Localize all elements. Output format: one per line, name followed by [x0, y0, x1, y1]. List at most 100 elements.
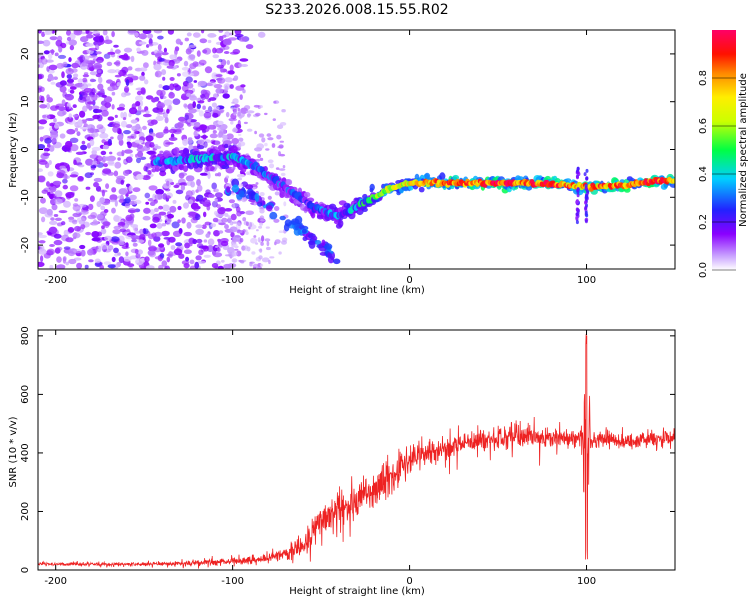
- spectrogram-noise-cell: [38, 119, 48, 125]
- spectrogram-noise-cell: [168, 92, 175, 99]
- y-tick-label: -20: [20, 237, 31, 253]
- spectrogram-noise-cell: [38, 245, 41, 250]
- spectrogram-noise-cell: [70, 144, 79, 152]
- spectrogram-noise-cell: [234, 30, 242, 35]
- spectrogram-noise-cell: [49, 182, 54, 187]
- spectrogram-noise-cell: [212, 54, 220, 59]
- spectrogram-noise-cell: [266, 241, 270, 247]
- spectrogram-noise-cell: [38, 30, 42, 34]
- spectrogram-noise-cell: [224, 224, 229, 230]
- spectrogram-noise-cell: [136, 47, 141, 52]
- spectrogram-noise-cell: [43, 50, 50, 55]
- spectrogram-noise-cell: [38, 159, 46, 162]
- spectrogram-ridge-cell: [178, 164, 185, 171]
- spectrogram-noise-cell: [132, 224, 139, 232]
- spectrogram-noise-cell: [137, 249, 143, 255]
- spectrogram-noise-cell: [99, 189, 108, 193]
- spectrogram-noise-cell: [44, 137, 52, 144]
- spectrogram-noise-cell: [257, 153, 261, 159]
- spectrogram-noise-cell: [216, 244, 223, 248]
- spectrogram-noise-cell: [81, 61, 87, 67]
- spectrogram-noise-cell: [113, 247, 119, 254]
- spectrogram-x-label: Height of straight line (km): [289, 285, 425, 296]
- spectrogram-noise-cell: [224, 254, 231, 257]
- spectrogram-noise-cell: [238, 183, 244, 188]
- spectrogram-noise-cell: [168, 236, 176, 243]
- spectrogram-noise-cell: [218, 58, 223, 63]
- spectrogram-noise-cell: [197, 260, 206, 264]
- spectrogram-noise-cell: [277, 146, 284, 149]
- spectrogram-noise-cell: [151, 97, 157, 103]
- spectrogram-noise-cell: [77, 176, 84, 181]
- spectrogram-noise-cell: [57, 54, 67, 59]
- spectrogram-noise-cell: [48, 226, 58, 234]
- spectrogram-noise-cell: [139, 67, 148, 72]
- spectrogram-noise-cell: [137, 150, 144, 158]
- spectrogram-noise-cell: [88, 54, 98, 59]
- spectrogram-noise-cell: [102, 30, 108, 36]
- spectrogram-noise-cell: [144, 79, 149, 85]
- spectrogram-noise-cell: [145, 166, 149, 173]
- spectrogram-noise-cell: [40, 255, 44, 263]
- spectrogram-noise-cell: [185, 48, 192, 55]
- spectrogram-noise-cell: [149, 201, 156, 206]
- spectrogram-noise-cell: [166, 256, 171, 263]
- spectrogram-noise-cell: [139, 228, 145, 235]
- spectrogram-noise-cell: [73, 30, 83, 36]
- spectrogram-noise-cell: [278, 168, 286, 171]
- spectrogram-noise-cell: [136, 173, 144, 180]
- spectrogram-noise-cell: [196, 184, 203, 192]
- spectrogram-noise-cell: [217, 127, 224, 131]
- spectrogram-noise-cell: [65, 140, 73, 148]
- spectrogram-noise-cell: [53, 117, 57, 123]
- spectrogram-noise-cell: [266, 133, 272, 137]
- spectrogram-noise-cell: [58, 46, 63, 53]
- spectrogram-noise-cell: [54, 52, 59, 57]
- spectrogram-noise-cell: [163, 99, 173, 106]
- spectrogram-track-cell: [231, 184, 240, 193]
- spectrogram-noise-cell: [145, 110, 150, 115]
- spectrogram-noise-cell: [213, 210, 218, 216]
- spectrogram-noise-cell: [61, 99, 66, 106]
- spectrogram-noise-cell: [199, 172, 208, 176]
- spectrogram-noise-cell: [273, 218, 280, 223]
- spectrogram-noise-cell: [212, 217, 219, 223]
- spectrogram-noise-cell: [222, 34, 227, 38]
- spectrogram-noise-cell: [209, 133, 218, 139]
- spectrogram-noise-cell: [253, 202, 257, 206]
- spectrogram-noise-cell: [40, 197, 46, 204]
- spectrogram-noise-cell: [215, 88, 224, 94]
- spectrogram-noise-cell: [154, 256, 163, 260]
- spectrogram-noise-cell: [168, 128, 177, 134]
- spectrogram-noise-cell: [65, 237, 74, 243]
- spectrogram-noise-cell: [127, 135, 135, 139]
- spectrogram-noise-cell: [83, 88, 93, 93]
- spectrogram-noise-cell: [66, 164, 70, 172]
- spectrogram-ridge-cell: [310, 211, 316, 219]
- spectrogram-noise-cell: [162, 76, 166, 81]
- spectrogram-track-cell: [314, 240, 322, 245]
- spectrogram-noise-cell: [124, 92, 131, 96]
- spectrogram-noise-cell: [179, 182, 189, 186]
- spectrogram-noise-cell: [215, 74, 223, 78]
- spectrogram-noise-cell: [49, 193, 54, 200]
- spectrogram-streak-cell: [576, 175, 579, 180]
- spectrogram-noise-cell: [54, 123, 60, 129]
- spectrogram-noise-cell: [200, 93, 206, 101]
- snr-y-label: SNR (10 * v/v): [8, 416, 19, 487]
- spectrogram-streak-cell: [583, 172, 587, 177]
- spectrogram-noise-cell: [245, 110, 255, 114]
- spectrogram-noise-cell: [202, 49, 208, 54]
- spectrogram-noise-cell: [137, 105, 142, 111]
- spectrogram-noise-cell: [117, 221, 126, 226]
- spectrogram-track-cell: [245, 184, 254, 190]
- spectrogram-noise-cell: [91, 149, 97, 155]
- spectrogram-noise-cell: [239, 237, 244, 243]
- colorbar-label: Normalized spectral amplitude: [738, 73, 749, 227]
- spectrogram-noise-cell: [152, 216, 160, 223]
- spectrogram-noise-cell: [202, 245, 209, 252]
- spectrogram-noise-cell: [77, 96, 87, 103]
- spectrogram-noise-cell: [166, 65, 174, 69]
- spectrogram-noise-cell: [148, 185, 158, 191]
- spectrogram-ridge-cell: [223, 143, 229, 149]
